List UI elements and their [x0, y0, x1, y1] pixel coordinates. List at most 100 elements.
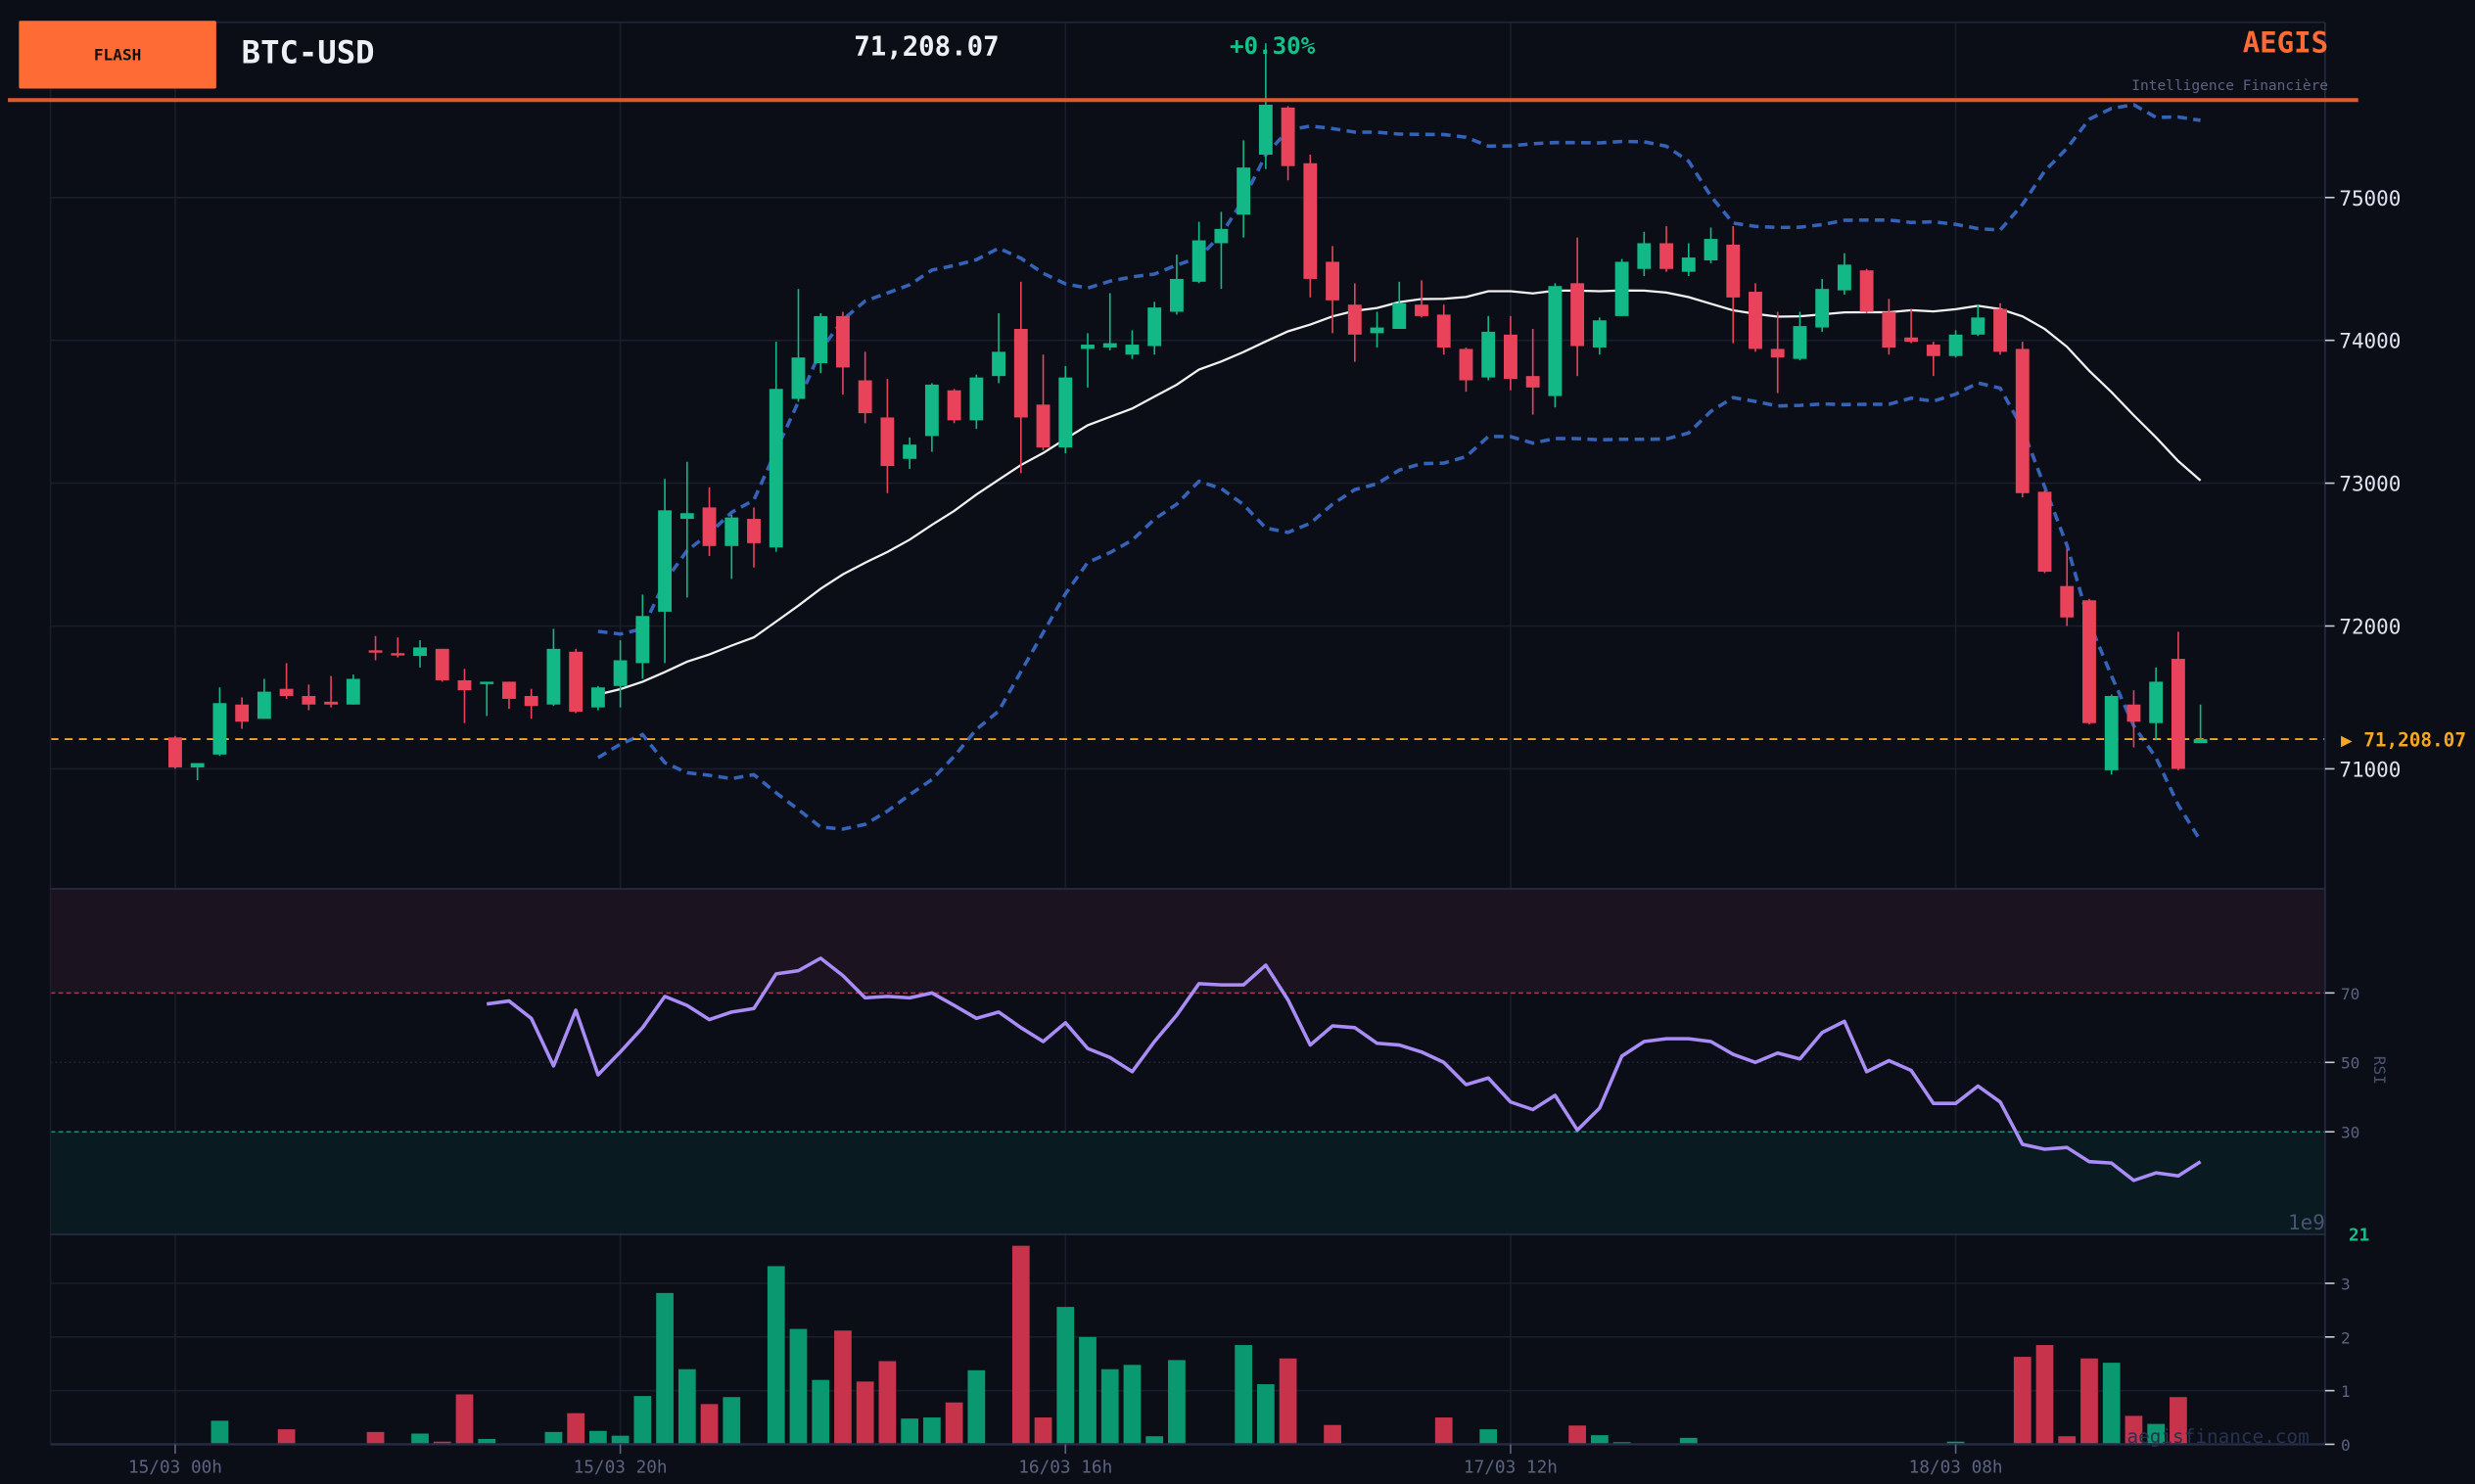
candle: [924, 383, 939, 452]
candle-body: [1882, 311, 1896, 348]
volume-bar: [1123, 1365, 1142, 1445]
brand-logo: AEGIS: [2243, 25, 2328, 59]
volume-bar: [1434, 1417, 1453, 1445]
candle-body: [1058, 377, 1073, 448]
candle: [1726, 225, 1741, 344]
rsi-line: [486, 956, 2202, 1183]
volume-bar: [366, 1431, 385, 1445]
candle-body: [814, 315, 828, 364]
rsi-oversold-zone: [50, 1132, 2325, 1235]
candle-body: [1436, 314, 1451, 348]
candle-body: [1347, 304, 1362, 335]
symbol-title: BTC-USD: [242, 34, 375, 71]
candle-body: [969, 377, 984, 421]
candle-body: [590, 687, 605, 708]
candle: [1036, 354, 1051, 451]
candle: [546, 628, 561, 707]
volume-bar: [2147, 1423, 2166, 1445]
candle-body: [1749, 292, 1762, 349]
candle-body: [2037, 491, 2052, 573]
candle: [1058, 365, 1073, 453]
candle: [502, 681, 516, 710]
candle-body: [168, 737, 182, 767]
volume-bar: [878, 1361, 897, 1445]
candle: [302, 684, 316, 711]
candle-body: [1993, 308, 2007, 352]
candle: [1770, 311, 1785, 394]
candle-body: [391, 653, 405, 656]
axes: 7100072000730007400075000305070RSI211e90…: [49, 22, 2466, 1477]
candle-body: [1592, 320, 1607, 348]
candle: [1081, 333, 1095, 388]
volume-bar: [856, 1381, 874, 1445]
candle: [836, 311, 850, 395]
volume-bar: [2170, 1397, 2187, 1445]
candle-body: [1770, 348, 1785, 358]
candle-body: [1637, 243, 1652, 269]
volume-bar: [2102, 1363, 2121, 1445]
volume-bar: [411, 1433, 429, 1445]
grid: [50, 22, 2325, 1445]
candle-body: [1281, 107, 1295, 166]
candle: [2193, 704, 2208, 744]
candle: [880, 379, 895, 493]
volume-bar: [1590, 1435, 1609, 1445]
volume-bar: [478, 1438, 496, 1445]
volume-bar: [1056, 1307, 1075, 1445]
volume-bar: [1568, 1425, 1586, 1445]
candle: [457, 669, 472, 723]
volume-bar: [967, 1369, 986, 1445]
volume-bar: [1479, 1429, 1498, 1445]
candle-body: [658, 510, 673, 612]
candle: [969, 374, 984, 430]
candle: [1614, 258, 1629, 316]
volume-bar: [723, 1397, 741, 1445]
candle: [1859, 268, 1874, 313]
volume-bar: [1034, 1417, 1052, 1445]
candle: [702, 487, 717, 557]
rsi-tick-label: 30: [2341, 1124, 2359, 1142]
candle: [1681, 243, 1696, 277]
price-tick-label: 72000: [2339, 616, 2401, 639]
candle: [1704, 227, 1718, 263]
candle: [1013, 281, 1028, 474]
candle: [1436, 304, 1451, 355]
candle: [1592, 317, 1607, 355]
rsi-tick-label: 50: [2341, 1054, 2359, 1073]
rsi-current-value: 21: [2349, 1226, 2369, 1245]
candle: [413, 640, 427, 668]
candle: [858, 351, 872, 424]
candle: [769, 342, 783, 552]
volume-bar: [633, 1396, 652, 1445]
candle: [1793, 311, 1807, 361]
candle-body: [2193, 739, 2208, 744]
candle-body: [302, 695, 316, 705]
volume-bar: [1324, 1424, 1341, 1445]
candle-body: [992, 351, 1005, 377]
candle: [1459, 347, 1473, 393]
candle: [257, 678, 271, 719]
candle: [1815, 278, 1830, 332]
candle-body: [190, 763, 205, 767]
candle-body: [679, 513, 694, 520]
candle: [747, 507, 761, 568]
candle: [2104, 694, 2119, 775]
candle-body: [1704, 239, 1718, 260]
volume-bar: [1946, 1441, 1965, 1445]
price-tick-label: 73000: [2339, 473, 2401, 496]
candle-body: [2015, 348, 2030, 493]
candle: [2015, 342, 2030, 498]
candle: [2171, 631, 2185, 770]
candle-body: [502, 681, 516, 699]
candle: [1749, 283, 1762, 352]
candle: [1481, 315, 1496, 381]
candle: [1347, 283, 1362, 362]
candle: [2126, 690, 2141, 748]
volume-tick-label: 2: [2341, 1328, 2351, 1347]
rsi-tick-label: 70: [2341, 985, 2359, 1003]
volume-bar: [767, 1266, 785, 1445]
volume-bar: [2013, 1357, 2031, 1445]
candle: [1570, 237, 1585, 377]
candle-body: [480, 681, 494, 684]
